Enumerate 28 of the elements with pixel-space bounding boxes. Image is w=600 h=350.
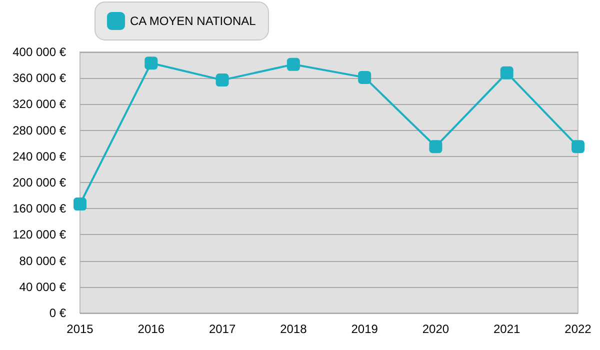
y-tick-label: 360 000 € [12,71,66,86]
y-tick-label: 120 000 € [12,228,66,242]
x-tick-label: 2018 [280,322,308,336]
point [500,66,514,80]
point [358,70,372,84]
y-tick-label: 320 000 € [12,97,66,112]
x-tick-label: 2021 [494,322,521,336]
point [74,198,86,211]
y-tick-label: 80 000 € [19,254,66,268]
y-tick-label: 400 000 € [12,45,66,59]
point [144,56,158,70]
x-tick-label: 2019 [351,322,378,336]
point [429,140,442,154]
x-tick-label: 2020 [422,322,450,336]
y-tick-label: 160 000 € [12,202,66,216]
x-tick-label: 2017 [208,322,236,336]
point [216,74,229,87]
y-tick-label: 280 000 € [12,123,66,138]
y-tick-label: 200 000 € [12,176,66,190]
x-tick-label: 2016 [138,322,165,336]
point [286,58,300,71]
y-tick-label: 240 000 € [12,149,66,164]
y-tick-label: 0 € [49,306,66,320]
x-tick-label: 2015 [66,322,94,336]
legend-label: CA MOYEN NATIONAL [130,14,256,28]
point [572,140,584,154]
y-tick-label: 40 000 € [19,280,66,294]
x-tick-label: 2022 [564,322,592,336]
